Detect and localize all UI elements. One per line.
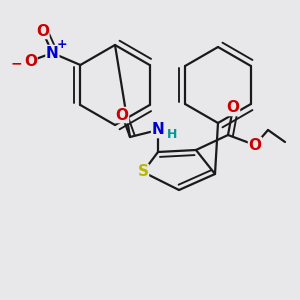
Text: O: O bbox=[24, 53, 37, 68]
Text: H: H bbox=[167, 128, 177, 140]
Text: N: N bbox=[46, 46, 59, 61]
Text: +: + bbox=[57, 38, 68, 52]
Text: N: N bbox=[152, 122, 164, 137]
Text: O: O bbox=[116, 107, 128, 122]
Text: −: − bbox=[11, 56, 22, 70]
Text: S: S bbox=[137, 164, 148, 179]
Text: O: O bbox=[226, 100, 239, 116]
Text: O: O bbox=[248, 137, 262, 152]
Text: O: O bbox=[36, 23, 49, 38]
